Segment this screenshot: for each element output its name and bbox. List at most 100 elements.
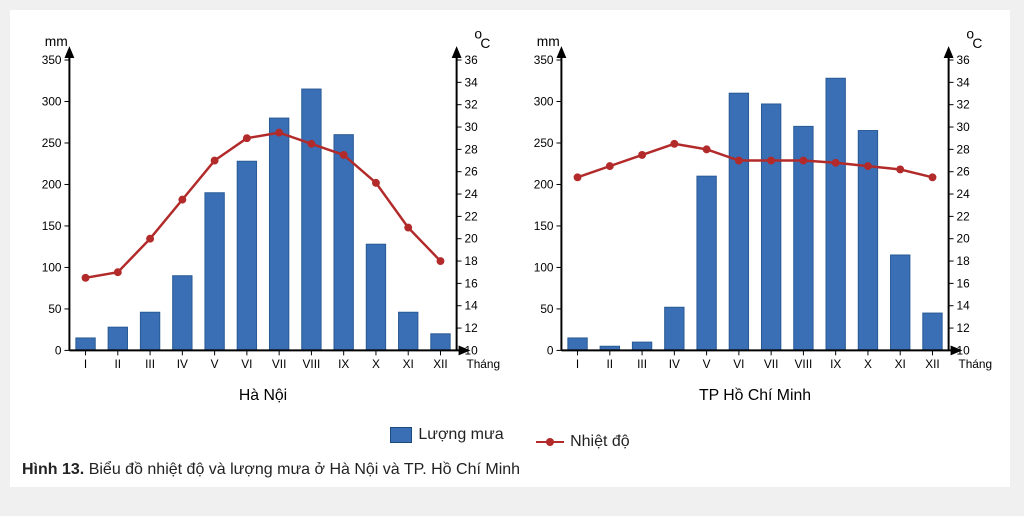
rain-bar	[399, 312, 418, 350]
temp-point	[832, 159, 840, 167]
x-tick-label: II	[607, 357, 614, 371]
x-tick-label: XI	[895, 357, 906, 371]
temp-point	[275, 129, 283, 137]
x-tick-label: III	[145, 357, 155, 371]
x-tick-label: VI	[733, 357, 744, 371]
temp-point	[437, 257, 445, 265]
x-tick-label: IV	[669, 357, 680, 371]
rain-bar	[334, 135, 353, 351]
legend-rainfall: Lượng mưa	[390, 426, 503, 444]
temp-point	[211, 157, 219, 165]
y-right-label-c: C	[480, 35, 490, 51]
temp-point	[372, 179, 380, 187]
y-left-tick-label: 200	[534, 177, 554, 191]
y-right-tick-label: 12	[957, 321, 970, 335]
rain-bar	[205, 193, 224, 351]
rain-bar	[697, 176, 716, 350]
temp-point	[114, 268, 122, 276]
x-tick-label: VII	[272, 357, 286, 371]
arrow-up-icon	[452, 46, 462, 58]
y-right-tick-label: 20	[957, 232, 971, 246]
y-right-tick-label: 36	[465, 53, 479, 67]
y-left-tick-label: 0	[547, 343, 554, 357]
x-tick-label: IV	[177, 357, 188, 371]
y-right-tick-label: 18	[465, 254, 479, 268]
temp-line	[86, 133, 441, 278]
y-right-tick-label: 32	[957, 98, 970, 112]
temp-point	[178, 196, 186, 204]
temp-point	[929, 173, 937, 181]
temp-point	[703, 145, 711, 153]
y-left-tick-label: 100	[534, 260, 554, 274]
temp-point	[404, 224, 412, 232]
temp-point	[638, 151, 646, 159]
y-left-tick-label: 200	[42, 177, 62, 191]
y-left-label: mm	[45, 33, 68, 49]
temp-line	[578, 144, 933, 178]
x-tick-label: X	[372, 357, 380, 371]
caption-text: Biểu đồ nhiệt độ và lượng mưa ở Hà Nội v…	[89, 461, 520, 478]
y-right-tick-label: 20	[465, 232, 479, 246]
temp-point	[896, 166, 904, 174]
temp-point	[735, 157, 743, 165]
rain-bar	[923, 313, 942, 350]
x-tick-label: II	[115, 357, 122, 371]
x-tick-label: XI	[403, 357, 414, 371]
y-left-tick-label: 50	[540, 302, 554, 316]
city-name: Hà Nội	[239, 387, 287, 404]
rain-bar	[76, 338, 95, 350]
caption-label: Hình 13.	[22, 461, 84, 478]
x-tick-label: XII	[925, 357, 939, 371]
rain-bar	[826, 78, 845, 350]
y-left-tick-label: 150	[42, 219, 62, 233]
x-tick-label: VI	[241, 357, 252, 371]
temp-point	[670, 140, 678, 148]
y-right-tick-label: 26	[957, 165, 971, 179]
x-axis-label: Tháng	[958, 357, 992, 371]
y-left-tick-label: 250	[534, 136, 554, 150]
y-right-tick-label: 12	[465, 321, 478, 335]
y-right-tick-label: 30	[957, 120, 971, 134]
rain-bar	[431, 334, 450, 351]
x-tick-label: XII	[433, 357, 447, 371]
legend-temperature-swatch	[536, 441, 564, 443]
y-right-tick-label: 22	[465, 209, 478, 223]
temp-point	[864, 162, 872, 170]
y-left-label: mm	[537, 33, 560, 49]
y-left-tick-label: 300	[42, 94, 62, 108]
arrow-up-icon	[944, 46, 954, 58]
rain-bar	[665, 307, 684, 350]
rain-bar	[140, 312, 159, 350]
rain-bar	[366, 244, 385, 350]
rain-bar	[891, 255, 910, 350]
y-right-tick-label: 16	[957, 276, 971, 290]
legend-rainfall-swatch	[390, 427, 412, 443]
y-right-label-c: C	[972, 35, 982, 51]
x-tick-label: V	[211, 357, 219, 371]
rain-bar	[108, 327, 127, 350]
legend: Lượng mưa Nhiệt độ	[22, 426, 998, 451]
legend-temperature-label: Nhiệt độ	[570, 433, 630, 451]
legend-rainfall-label: Lượng mưa	[418, 426, 503, 444]
rain-bar	[729, 93, 748, 350]
x-tick-label: V	[703, 357, 711, 371]
y-right-tick-label: 18	[957, 254, 971, 268]
x-tick-label: I	[576, 357, 579, 371]
y-right-tick-label: 22	[957, 209, 970, 223]
x-tick-label: VII	[764, 357, 778, 371]
y-right-tick-label: 14	[957, 299, 971, 313]
rain-bar	[173, 276, 192, 351]
x-tick-label: IX	[338, 357, 349, 371]
temp-point	[82, 274, 90, 282]
temp-point	[574, 173, 582, 181]
rain-bar	[302, 89, 321, 350]
y-left-tick-label: 350	[534, 53, 554, 67]
y-left-tick-label: 100	[42, 260, 62, 274]
y-right-tick-label: 26	[465, 165, 479, 179]
y-right-tick-label: 36	[957, 53, 971, 67]
y-right-tick-label: 34	[957, 75, 971, 89]
y-right-tick-label: 14	[465, 299, 479, 313]
x-tick-label: VIII	[303, 357, 321, 371]
y-left-tick-label: 50	[48, 302, 62, 316]
temp-point	[799, 157, 807, 165]
